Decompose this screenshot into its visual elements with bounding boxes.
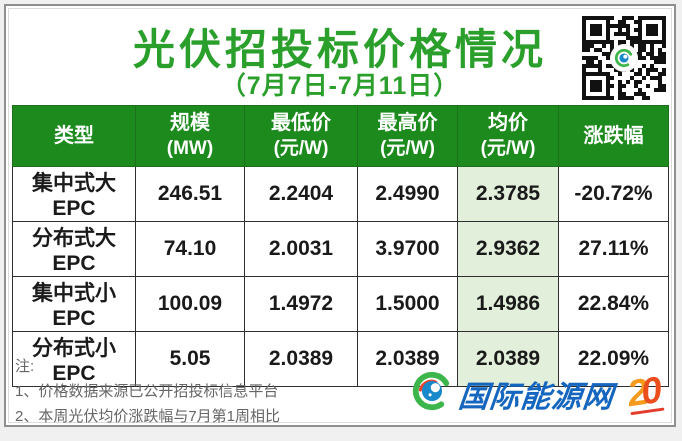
table-row: 集中式小EPC 100.09 1.4972 1.5000 1.4986 22.8…: [12, 276, 669, 332]
cell-scale: 74.10: [135, 221, 245, 277]
cell-change: 22.84%: [558, 276, 669, 332]
cell-min-price: 2.2404: [244, 166, 358, 222]
notes-label: 注:: [15, 358, 35, 375]
header-row: 类型 规模 (MW) 最低价 (元/W) 最高价 (元/W) 均价 (元/W) 涨跌幅: [12, 105, 669, 167]
qr-code: [579, 13, 669, 103]
notes-block: 注: 1、价格数据来源已公开招投标信息平台 2、本周光伏均价涨跌幅与7月第1周相…: [15, 354, 280, 429]
infographic-card: 光伏招投标价格情况 （7月7日-7月11日） 类型 规模 (MW) 最低价 (元/W…: [4, 4, 676, 427]
page-title: 光伏招投标价格情况: [132, 26, 547, 73]
qr-pattern: [582, 16, 666, 100]
note-line: 2、本周光伏均价涨跌幅与7月第1周相比: [15, 408, 281, 425]
cell-avg-price: 2.3785: [457, 166, 559, 222]
col-header-change: 涨跌幅: [558, 105, 669, 167]
col-header-type: 类型: [12, 105, 136, 167]
cell-change: 22.09%: [558, 331, 669, 387]
cell-change: -20.72%: [558, 166, 669, 222]
date-range-subtitle: （7月7日-7月11日）: [220, 72, 460, 100]
cell-change: 27.11%: [558, 221, 669, 277]
cell-type: 分布式小EPC: [12, 331, 136, 387]
col-header-max-price: 最高价 (元/W): [357, 105, 458, 167]
cell-min-price: 2.0389: [244, 331, 358, 387]
cell-max-price: 1.5000: [357, 276, 458, 332]
anniversary-20-logo: 20: [625, 369, 665, 415]
col-header-min-price: 最低价 (元/W): [244, 105, 358, 167]
cell-scale: 246.51: [135, 166, 245, 222]
cell-avg-price: 2.0389: [457, 331, 559, 387]
cell-min-price: 2.0031: [244, 221, 358, 277]
energy-swirl-icon: [411, 370, 453, 417]
note-line: 1、价格数据来源已公开招投标信息平台: [15, 383, 279, 400]
cell-avg-price: 2.9362: [457, 221, 559, 277]
cell-type: 集中式小EPC: [12, 276, 136, 332]
col-header-avg-price: 均价 (元/W): [457, 105, 559, 167]
table-row: 分布式小EPC 5.05 2.0389 2.0389 2.0389 22.09%: [12, 331, 669, 387]
cell-avg-price: 1.4986: [457, 276, 559, 332]
cell-scale: 100.09: [135, 276, 245, 332]
table-row: 分布式大EPC 74.10 2.0031 3.9700 2.9362 27.11…: [12, 221, 669, 277]
cell-min-price: 1.4972: [244, 276, 358, 332]
cell-max-price: 2.4990: [357, 166, 458, 222]
cell-type: 集中式大EPC: [12, 166, 136, 222]
cell-type: 分布式大EPC: [12, 221, 136, 277]
table-row: 集中式大EPC 246.51 2.2404 2.4990 2.3785 -20.…: [12, 166, 669, 222]
cell-scale: 5.05: [135, 331, 245, 387]
brand-logo: 国际能源网 20: [411, 369, 665, 417]
col-header-scale: 规模 (MW): [135, 105, 245, 167]
price-table: 类型 规模 (MW) 最低价 (元/W) 最高价 (元/W) 均价 (元/W) 涨跌幅 …: [12, 105, 669, 387]
cell-max-price: 3.9700: [357, 221, 458, 277]
brand-name: 国际能源网: [456, 380, 616, 414]
qr-center-logo-icon: [611, 45, 637, 71]
